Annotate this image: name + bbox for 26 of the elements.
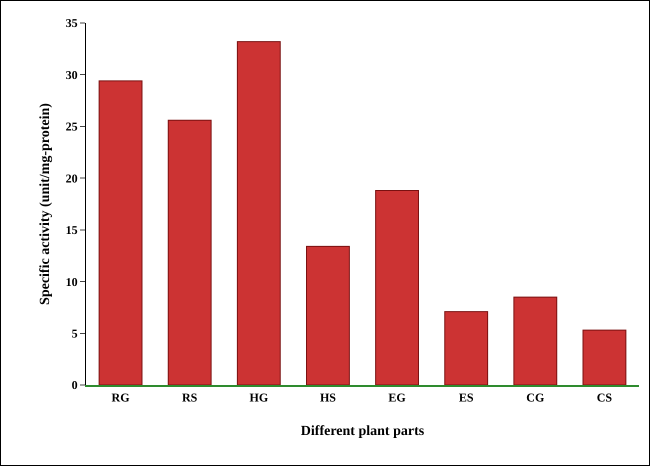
y-tick-label: 20 <box>66 171 78 186</box>
y-tick-label: 5 <box>72 326 78 340</box>
bar <box>513 296 558 385</box>
x-tick-label: CS <box>596 390 612 404</box>
x-tick-label: ES <box>458 390 474 404</box>
y-tick-label: 10 <box>66 274 78 289</box>
bar <box>375 190 419 385</box>
y-tick-label: 15 <box>66 223 78 238</box>
bar <box>444 311 488 385</box>
x-tick-label: HS <box>320 390 336 404</box>
x-tick-label: RS <box>182 390 198 404</box>
bar <box>168 120 212 385</box>
y-axis-title: Specific activity (unit/mg-protein) <box>38 102 54 305</box>
x-tick-label: RG <box>112 390 130 404</box>
y-tick-label: 25 <box>66 120 78 134</box>
x-axis-title: Different plant parts <box>300 424 425 440</box>
bar <box>582 330 626 385</box>
bar <box>306 246 350 385</box>
y-tick-label: 0 <box>72 378 78 392</box>
x-tick-label: EG <box>388 390 406 404</box>
x-tick-label: CG <box>526 390 544 404</box>
x-tick-label: HG <box>249 390 268 404</box>
y-tick-label: 35 <box>66 16 78 30</box>
bar <box>236 41 281 385</box>
bar <box>98 80 142 385</box>
y-tick-label: 30 <box>66 68 78 82</box>
